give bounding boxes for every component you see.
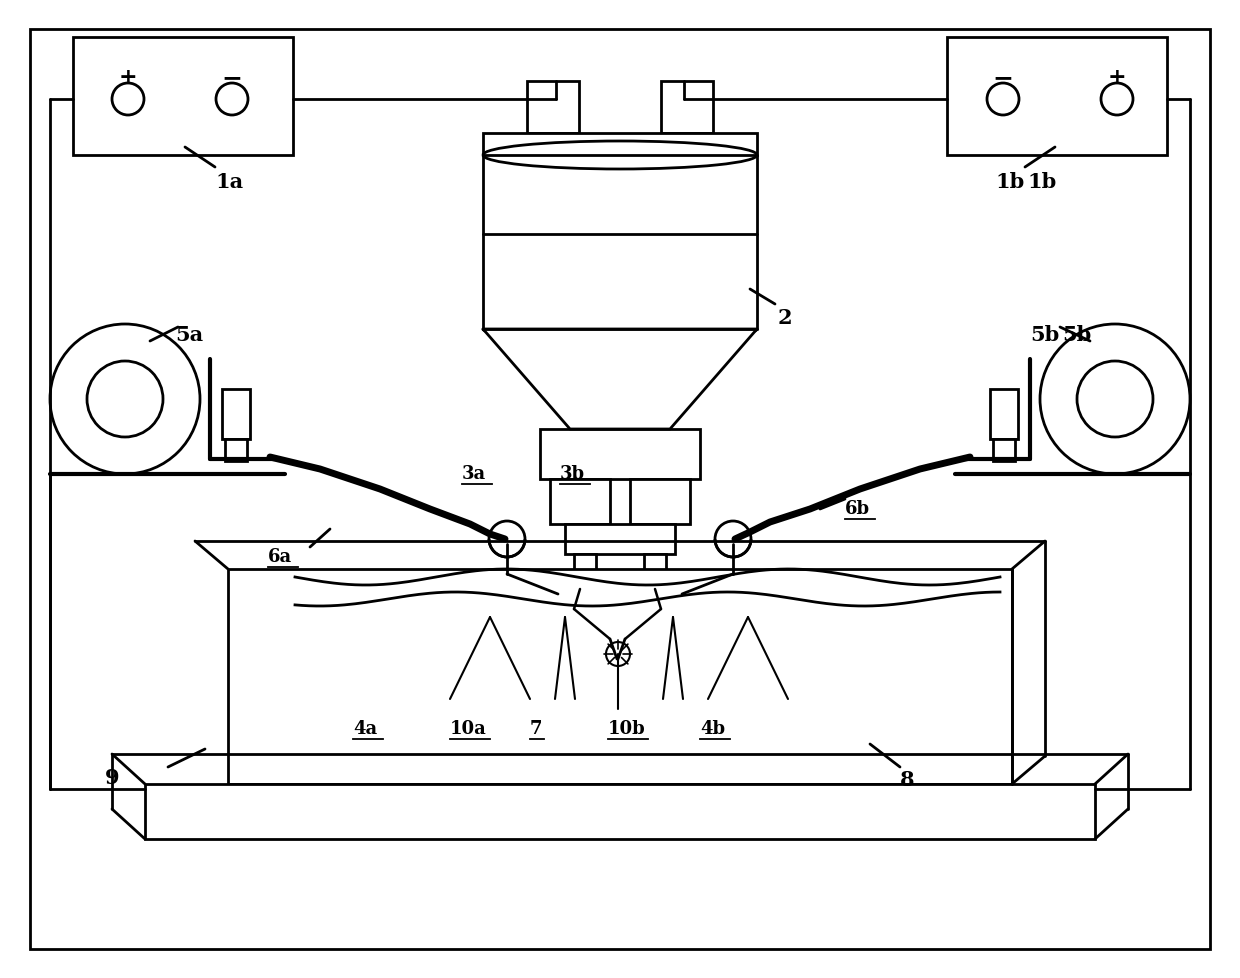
Bar: [990, 389, 1018, 439]
Text: 8: 8: [900, 770, 915, 789]
Text: 1a: 1a: [215, 172, 243, 192]
Circle shape: [50, 325, 200, 474]
Circle shape: [112, 84, 144, 115]
Text: 7: 7: [529, 719, 543, 737]
Bar: [527, 82, 579, 134]
Bar: [551, 479, 610, 524]
Text: 6a: 6a: [268, 548, 293, 565]
Text: 3b: 3b: [560, 465, 585, 482]
Text: −: −: [992, 66, 1013, 90]
Text: 1b: 1b: [996, 172, 1025, 192]
Bar: [539, 429, 701, 479]
Bar: [565, 524, 675, 555]
Bar: [222, 389, 250, 439]
Text: 10a: 10a: [450, 719, 487, 737]
Circle shape: [489, 521, 525, 557]
Text: 5b: 5b: [1030, 325, 1060, 344]
Bar: [644, 555, 666, 590]
Text: 9: 9: [105, 767, 119, 787]
Bar: [630, 479, 689, 524]
Circle shape: [1040, 325, 1190, 474]
Circle shape: [216, 84, 248, 115]
Text: 1b: 1b: [1027, 172, 1056, 192]
Text: 5a: 5a: [175, 325, 203, 344]
Circle shape: [606, 643, 630, 666]
Circle shape: [1078, 362, 1153, 437]
Bar: [484, 134, 756, 156]
Text: +: +: [119, 67, 138, 89]
Bar: [661, 82, 713, 134]
Bar: [224, 439, 247, 462]
Text: 5b: 5b: [1061, 325, 1091, 344]
Text: −: −: [222, 66, 243, 90]
Text: 3a: 3a: [463, 465, 486, 482]
Bar: [73, 38, 293, 156]
Circle shape: [715, 521, 751, 557]
Text: 2: 2: [777, 308, 792, 328]
Polygon shape: [484, 330, 756, 429]
Bar: [228, 569, 1012, 784]
Text: 4a: 4a: [353, 719, 377, 737]
Bar: [574, 555, 596, 590]
Bar: [947, 38, 1167, 156]
Text: 6b: 6b: [844, 500, 870, 517]
Circle shape: [87, 362, 162, 437]
Bar: [145, 784, 1095, 839]
Text: +: +: [1107, 67, 1126, 89]
Bar: [993, 439, 1016, 462]
Text: 4b: 4b: [701, 719, 725, 737]
Text: 10b: 10b: [608, 719, 646, 737]
Circle shape: [1101, 84, 1133, 115]
Circle shape: [987, 84, 1019, 115]
